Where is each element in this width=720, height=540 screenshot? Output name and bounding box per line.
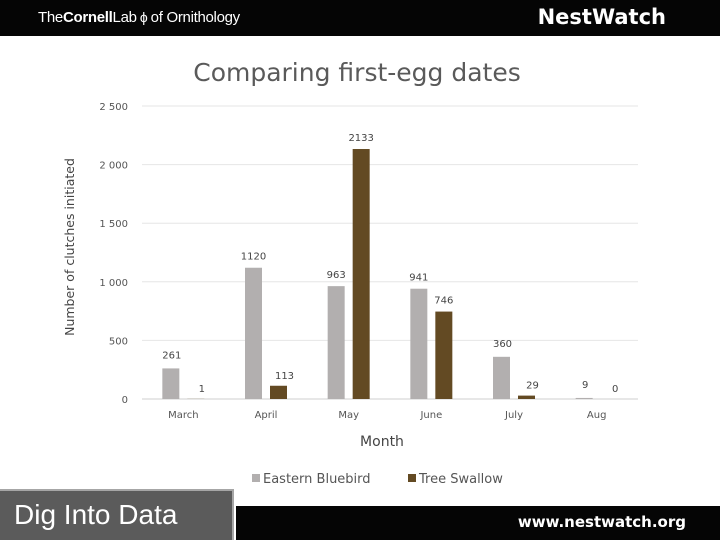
- bar-tree-swallow-april: [270, 385, 287, 399]
- data-label: 9: [582, 380, 588, 391]
- bar-eastern-bluebird-aug: [575, 397, 593, 399]
- bird-mark-icon: ϕ: [139, 9, 148, 25]
- y-tick-label: 2 500: [99, 102, 128, 113]
- logo-ornithology: Ornithology: [162, 9, 240, 26]
- bar-tree-swallow-june: [435, 311, 453, 399]
- y-tick-label: 500: [109, 336, 128, 347]
- data-label: 0: [612, 384, 618, 395]
- y-tick-label: 1 500: [99, 219, 128, 230]
- dig-into-data-text: Dig Into Data: [14, 499, 178, 530]
- logo-cornell: Cornell: [62, 9, 113, 26]
- y-axis-label: Number of clutches initiated: [62, 158, 77, 336]
- legend-swatch: [408, 474, 416, 482]
- x-tick-labels: March April May June July Aug: [168, 410, 606, 421]
- logo-of: of: [150, 9, 163, 26]
- x-tick-label: May: [338, 410, 359, 421]
- footer-bar: www.nestwatch.org: [236, 506, 720, 540]
- logo-the: The: [38, 9, 63, 26]
- data-label: 746: [434, 296, 453, 307]
- legend[interactable]: Eastern Bluebird Tree Swallow: [252, 472, 503, 487]
- legend-label: Eastern Bluebird: [263, 472, 371, 487]
- x-tick-label: Aug: [587, 410, 607, 421]
- data-label: 1120: [241, 252, 266, 263]
- logo-lab: Lab: [112, 9, 137, 26]
- x-tick-label: June: [419, 410, 442, 421]
- bar-eastern-bluebird-may: [327, 286, 345, 399]
- x-tick-label: March: [168, 410, 198, 421]
- bar-eastern-bluebird-april: [245, 267, 262, 399]
- nestwatch-logo[interactable]: NestWatch: [537, 5, 666, 29]
- x-axis-label: Month: [360, 434, 404, 450]
- grid-lines: [142, 105, 638, 400]
- bar-eastern-bluebird-june: [410, 288, 428, 399]
- data-label: 360: [493, 339, 512, 350]
- bar-chart: Comparing first-egg dates Number of clut…: [62, 58, 638, 487]
- data-label: 29: [526, 381, 539, 392]
- data-label: 963: [327, 270, 346, 281]
- data-label: 2133: [348, 133, 373, 144]
- bar-tree-swallow-may: [352, 149, 370, 399]
- legend-swatch: [252, 474, 260, 482]
- data-label: 113: [275, 371, 294, 382]
- y-tick-labels: 0 500 1 000 1 500 2 000 2 500: [99, 102, 128, 406]
- data-label: 261: [162, 350, 181, 361]
- footer-url-link[interactable]: www.nestwatch.org: [517, 513, 686, 531]
- bar-tree-swallow-july: [518, 395, 535, 399]
- data-label: 941: [409, 273, 428, 284]
- y-tick-label: 1 000: [99, 278, 128, 289]
- x-tick-label: July: [504, 410, 523, 421]
- cornell-lab-logo[interactable]: TheCornellLab ϕ of Ornithology: [38, 9, 240, 26]
- data-labels: 261 1 1120 113 963 2133 941 746 360 29 9 0: [162, 133, 618, 395]
- bar-eastern-bluebird-march: [162, 368, 180, 399]
- dig-into-data-box: Dig Into Data: [0, 489, 234, 540]
- x-tick-label: April: [255, 410, 278, 421]
- chart-title: Comparing first-egg dates: [193, 58, 521, 87]
- bar-eastern-bluebird-july: [493, 356, 510, 399]
- bars: [162, 149, 593, 399]
- legend-label: Tree Swallow: [418, 472, 503, 487]
- y-tick-label: 0: [122, 395, 128, 406]
- data-label: 1: [199, 384, 205, 395]
- y-tick-label: 2 000: [99, 161, 128, 172]
- header-bar: TheCornellLab ϕ of Ornithology NestWatch: [0, 0, 720, 36]
